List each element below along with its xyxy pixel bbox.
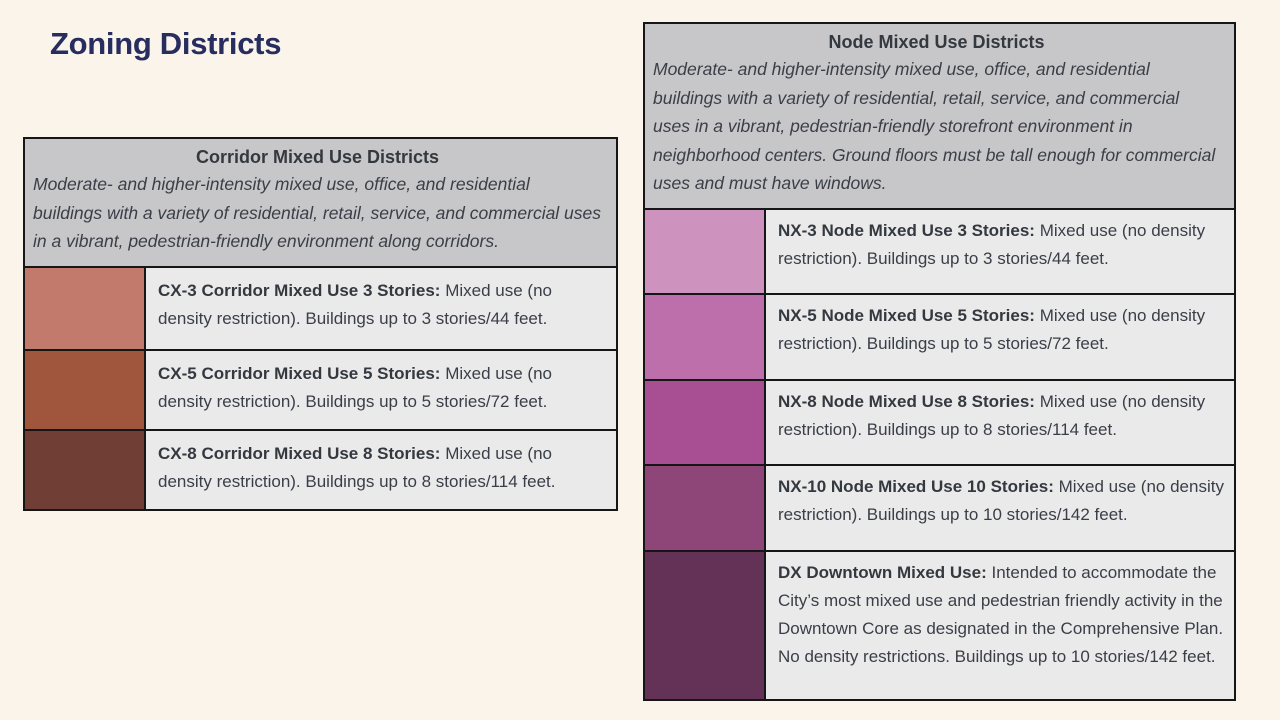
district-text: Mixed use (no density restriction). Buil… — [778, 220, 1206, 268]
district-text: Mixed use (no density restriction). Buil… — [158, 280, 552, 329]
table-row: NX-5 Node Mixed Use 5 Stories: Mixed use… — [645, 293, 1234, 379]
district-label: NX-10 Node Mixed Use 10 Stories: — [778, 477, 1054, 496]
node-districts-table: Node Mixed Use Districts Moderate- and h… — [643, 22, 1236, 701]
table-row: NX-3 Node Mixed Use 3 Stories: Mixed use… — [645, 207, 1234, 293]
nx3-color-swatch — [645, 209, 766, 293]
district-text: Mixed use (no density restriction). Buil… — [778, 477, 1224, 524]
page-title: Zoning Districts — [50, 26, 282, 61]
dx-description-cell: DX Downtown Mixed Use: Intended to accom… — [766, 551, 1234, 699]
nx10-color-swatch — [645, 466, 766, 550]
dx-color-swatch — [645, 551, 766, 699]
table-row: NX-10 Node Mixed Use 10 Stories: Mixed u… — [645, 464, 1234, 550]
nx3-description-cell: NX-3 Node Mixed Use 3 Stories: Mixed use… — [766, 209, 1234, 293]
district-label: CX-8 Corridor Mixed Use 8 Stories: — [158, 443, 441, 463]
nx5-description-cell: NX-5 Node Mixed Use 5 Stories: Mixed use… — [766, 295, 1234, 379]
table-row: DX Downtown Mixed Use: Intended to accom… — [645, 549, 1234, 699]
district-text: Intended to accommodate the City’s most … — [778, 562, 1224, 666]
cx5-color-swatch — [25, 350, 146, 429]
corridor-table-description: Moderate- and higher-intensity mixed use… — [33, 174, 602, 251]
corridor-table-title: Corridor Mixed Use Districts — [195, 147, 440, 167]
district-label: DX Downtown Mixed Use: — [778, 562, 987, 582]
district-text: Mixed use (no density restriction). Buil… — [158, 443, 556, 492]
district-label: CX-5 Corridor Mixed Use 5 Stories: — [158, 363, 441, 383]
cx8-description-cell: CX-8 Corridor Mixed Use 8 Stories: Mixed… — [146, 430, 616, 509]
district-text: Mixed use (no density restriction). Buil… — [158, 363, 552, 412]
nx8-description-cell: NX-8 Node Mixed Use 8 Stories: Mixed use… — [766, 380, 1234, 464]
node-table-header: Node Mixed Use Districts Moderate- and h… — [645, 24, 1234, 208]
corridor-districts-table: Corridor Mixed Use Districts Moderate- a… — [23, 137, 618, 511]
node-table-description: Moderate- and higher-intensity mixed use… — [653, 59, 1216, 193]
nx8-color-swatch — [645, 380, 766, 464]
cx8-color-swatch — [25, 430, 146, 509]
table-row: CX-5 Corridor Mixed Use 5 Stories: Mixed… — [25, 348, 616, 429]
district-text: Mixed use (no density restriction). Buil… — [778, 391, 1206, 439]
corridor-table-header: Corridor Mixed Use Districts Moderate- a… — [25, 139, 616, 266]
node-table-title: Node Mixed Use Districts — [828, 32, 1045, 52]
cx3-color-swatch — [25, 267, 146, 349]
district-label: NX-3 Node Mixed Use 3 Stories: — [778, 220, 1035, 240]
district-label: NX-5 Node Mixed Use 5 Stories: — [778, 306, 1035, 325]
district-label: NX-8 Node Mixed Use 8 Stories: — [778, 391, 1035, 411]
table-row: CX-3 Corridor Mixed Use 3 Stories: Mixed… — [25, 265, 616, 349]
table-row: NX-8 Node Mixed Use 8 Stories: Mixed use… — [645, 378, 1234, 464]
nx5-color-swatch — [645, 295, 766, 379]
district-text: Mixed use (no density restriction). Buil… — [778, 306, 1206, 353]
nx10-description-cell: NX-10 Node Mixed Use 10 Stories: Mixed u… — [766, 466, 1234, 550]
district-label: CX-3 Corridor Mixed Use 3 Stories: — [158, 280, 441, 300]
cx5-description-cell: CX-5 Corridor Mixed Use 5 Stories: Mixed… — [146, 350, 616, 429]
cx3-description-cell: CX-3 Corridor Mixed Use 3 Stories: Mixed… — [146, 267, 616, 349]
table-row: CX-8 Corridor Mixed Use 8 Stories: Mixed… — [25, 428, 616, 509]
